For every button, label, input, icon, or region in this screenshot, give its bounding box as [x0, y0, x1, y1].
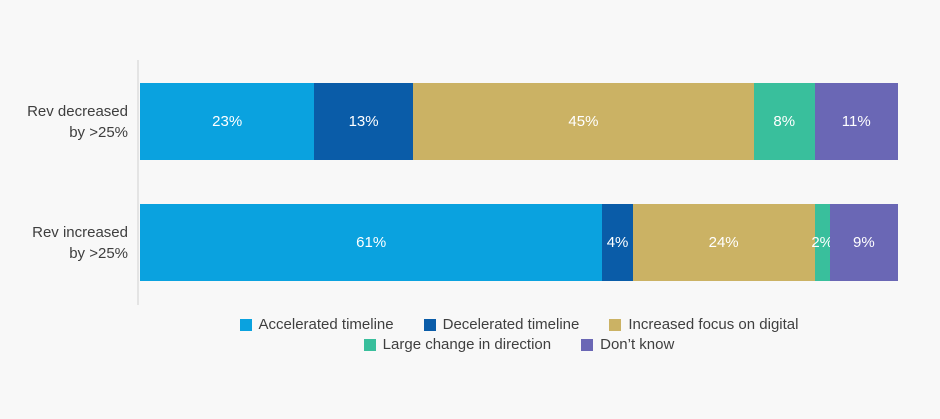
- legend-label: Don’t know: [600, 336, 675, 353]
- bar-value-label: 23%: [212, 113, 243, 130]
- legend-line: Accelerated timeline Decelerated timeline…: [239, 316, 798, 334]
- legend-item-decelerated-timeline: Decelerated timeline: [423, 316, 580, 334]
- bar-value-label: 61%: [356, 234, 387, 251]
- bar-value-label: 11%: [841, 113, 871, 130]
- bar-segment-increased-focus-on-digital: 24%: [632, 204, 815, 281]
- stacked-bar: 61% 4% 24% 2% 9%: [140, 204, 898, 281]
- bar-segment-accelerated-timeline: 23%: [140, 83, 315, 160]
- bar-segment-increased-focus-on-digital: 45%: [412, 83, 754, 160]
- legend-swatch-icon: [609, 319, 622, 331]
- legend-label: Decelerated timeline: [442, 316, 580, 333]
- legend-item-accelerated-timeline: Accelerated timeline: [239, 316, 394, 334]
- bar-segment-large-change-in-direction: 8%: [753, 83, 815, 160]
- bar-value-label: 4%: [606, 234, 629, 251]
- bar-segment-accelerated-timeline: 61%: [140, 204, 603, 281]
- bar-segment-don-t-know: 9%: [829, 204, 898, 281]
- bar-segment-decelerated-timeline: 4%: [602, 204, 633, 281]
- legend-line: Large change in direction Don’t know: [363, 336, 674, 354]
- bar-value-label: 8%: [773, 113, 796, 130]
- bar-value-label: 24%: [708, 234, 739, 251]
- category-label: Rev decreased by >25%: [27, 102, 128, 141]
- legend-swatch-icon: [423, 319, 436, 331]
- stacked-bar: 23% 13% 45% 8% 11%: [140, 83, 898, 160]
- bar-value-label: 9%: [853, 234, 875, 251]
- bar-row-rev-decreased-by-25: Rev decreased by >25% 23% 13% 45% 8% 11%: [0, 83, 940, 160]
- bar-value-label: 13%: [348, 113, 379, 130]
- legend-label: Accelerated timeline: [258, 316, 394, 333]
- bar-row-rev-increased-by-25: Rev increased by >25% 61% 4% 24% 2% 9%: [0, 204, 940, 281]
- legend-item-don-t-know: Don’t know: [581, 336, 674, 354]
- legend-item-increased-focus-on-digital: Increased focus on digital: [609, 316, 798, 334]
- bar-segment-large-change-in-direction: 2%: [811, 204, 833, 281]
- legend-label: Large change in direction: [382, 336, 552, 353]
- bar-value-label: 45%: [568, 113, 599, 130]
- bar-segment-don-t-know: 11%: [814, 83, 898, 160]
- legend-swatch-icon: [581, 339, 594, 351]
- legend-swatch-icon: [363, 339, 376, 351]
- legend-swatch-icon: [239, 319, 252, 331]
- legend-item-large-change-in-direction: Large change in direction: [363, 336, 552, 354]
- legend-label: Increased focus on digital: [628, 316, 799, 333]
- y-axis-line: [137, 60, 139, 305]
- bar-value-label: 2%: [811, 234, 834, 251]
- category-label: Rev increased by >25%: [32, 223, 128, 262]
- bar-segment-decelerated-timeline: 13%: [314, 83, 413, 160]
- legend: Accelerated timeline Decelerated timeline…: [140, 316, 898, 354]
